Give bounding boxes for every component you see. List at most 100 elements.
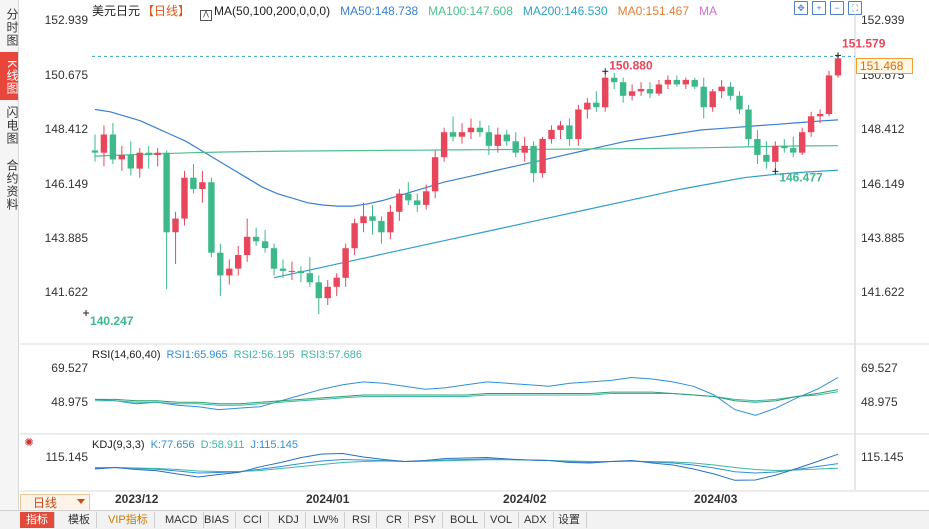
candle-body — [396, 193, 403, 212]
candle-body — [118, 154, 125, 160]
candle-body — [530, 145, 537, 174]
candle-body — [584, 102, 591, 110]
candle-body — [763, 154, 770, 162]
candle-body — [449, 132, 457, 137]
candle-body — [673, 79, 680, 85]
candle-body — [503, 134, 510, 142]
tab-indicators[interactable]: 指标 — [20, 512, 55, 528]
candle-body — [458, 132, 466, 137]
candle-body — [217, 252, 224, 276]
rsi1-value: RSI1:65.965 — [166, 349, 228, 361]
candle-body — [270, 248, 278, 269]
price-tick-left: 141.622 — [44, 285, 88, 299]
tab-adx[interactable]: ADX — [518, 512, 554, 528]
annotation-high-local: 150.880 — [609, 58, 653, 72]
rsi-title: RSI(14,60,40) — [92, 349, 161, 361]
candle-body — [91, 150, 99, 153]
rsi2-value: RSI2:56.195 — [233, 349, 295, 361]
tab-vol[interactable]: VOL — [484, 512, 520, 528]
ma50-value: MA50:148.738 — [340, 4, 419, 18]
indicator-icon[interactable]: ⋀ — [200, 10, 213, 21]
candle-body — [494, 134, 501, 146]
price-tick-left: 146.149 — [44, 177, 88, 191]
candle-body — [557, 125, 564, 130]
candle-body — [431, 157, 439, 192]
tab-kline[interactable]: K线图 — [0, 52, 19, 100]
kdj-settings-icon[interactable]: ✺ — [24, 437, 34, 449]
annotation-high-max: 151.579 — [842, 36, 886, 50]
price-tick-right: 152.939 — [861, 13, 905, 27]
tab-lightning[interactable]: 闪电图 — [5, 105, 19, 145]
kdj-header: KDJ(9,3,3) K:77.656 D:58.911 J:115.145 — [92, 439, 304, 451]
tab-cci[interactable]: CCI — [237, 512, 269, 528]
tab-psy[interactable]: PSY — [408, 512, 444, 528]
tab-boll[interactable]: BOLL — [444, 512, 486, 528]
price-tick-left: 152.939 — [44, 13, 88, 27]
move-arrows-icon[interactable]: ✥ — [794, 1, 808, 15]
candle-body — [324, 286, 331, 299]
candle-body — [611, 77, 618, 83]
candle-body — [825, 75, 833, 114]
candle-body — [297, 270, 305, 274]
tab-kdj[interactable]: KDJ — [272, 512, 306, 528]
kdj-j-value: J:115.145 — [250, 439, 298, 451]
candle-body — [109, 134, 117, 160]
candle-body — [226, 268, 233, 276]
candle-body — [476, 127, 484, 133]
current-price-box: 151.468 — [856, 58, 913, 74]
candle-body — [682, 79, 689, 85]
rsi1-line — [94, 376, 839, 416]
tab-rsi[interactable]: RSI — [346, 512, 378, 528]
chart-header: 美元日元 【日线】 ⋀ MA(50,100,200,0,0,0) MA50:148.73… — [92, 2, 727, 21]
candle-body — [145, 152, 152, 155]
tab-lw[interactable]: LW% — [307, 512, 346, 528]
candle-body — [369, 216, 376, 221]
kdj-tick-left: 115.145 — [45, 450, 89, 464]
ma200-line — [273, 169, 839, 279]
kdj-k-line — [94, 458, 839, 474]
tab-bias[interactable]: BIAS — [198, 512, 237, 528]
candle-body — [727, 86, 734, 96]
period-selector[interactable]: 日线 — [20, 494, 90, 512]
candle-body — [127, 154, 134, 169]
price-tick-right: 143.885 — [861, 231, 905, 245]
period-label: 日线 — [33, 496, 58, 510]
candle-body — [440, 132, 448, 158]
zoom-out-icon[interactable]: − — [830, 1, 844, 15]
candle-body — [790, 148, 797, 153]
candle-body — [190, 177, 197, 190]
candle-body — [548, 129, 555, 139]
period-tag: 【日线】 — [142, 4, 191, 18]
candle-body — [181, 177, 188, 219]
candle-body — [333, 277, 340, 287]
time-label: 2024/01 — [306, 492, 350, 506]
tab-cr[interactable]: CR — [380, 512, 409, 528]
price-tick-right: 141.622 — [861, 285, 905, 299]
tab-timeshare[interactable]: 分时图 — [5, 7, 19, 47]
candle-body — [736, 95, 743, 110]
candle-body — [414, 200, 421, 205]
zoom-in-icon[interactable]: + — [812, 1, 826, 15]
rsi-tick-left: 69.527 — [51, 361, 88, 375]
ma200-value: MA200:146.530 — [522, 4, 608, 18]
kdj-tick-right: 115.145 — [861, 450, 904, 464]
tab-template[interactable]: 模板 — [62, 512, 97, 528]
tab-contract-info[interactable]: 合约资料 — [5, 159, 19, 211]
candle-body — [646, 89, 654, 94]
indicator-tabbar: 指标 模板 VIP指标 MACD BIAS CCI KDJ LW% RSI CR… — [0, 510, 929, 529]
rsi3-line — [95, 389, 839, 405]
candle-body — [172, 218, 179, 233]
candle-body — [566, 125, 573, 139]
rsi-tick-right: 69.527 — [861, 361, 898, 375]
tab-settings[interactable]: 设置 — [552, 512, 587, 528]
candle-body — [261, 241, 269, 249]
candle-body — [163, 152, 170, 233]
tab-macd[interactable]: MACD — [159, 512, 205, 528]
candle-body — [772, 145, 779, 162]
candle-body — [387, 211, 394, 233]
candle-body — [807, 116, 815, 133]
ma100-line — [94, 145, 839, 157]
tab-vip-indicators[interactable]: VIP指标 — [102, 512, 155, 528]
candle-body — [288, 270, 296, 272]
